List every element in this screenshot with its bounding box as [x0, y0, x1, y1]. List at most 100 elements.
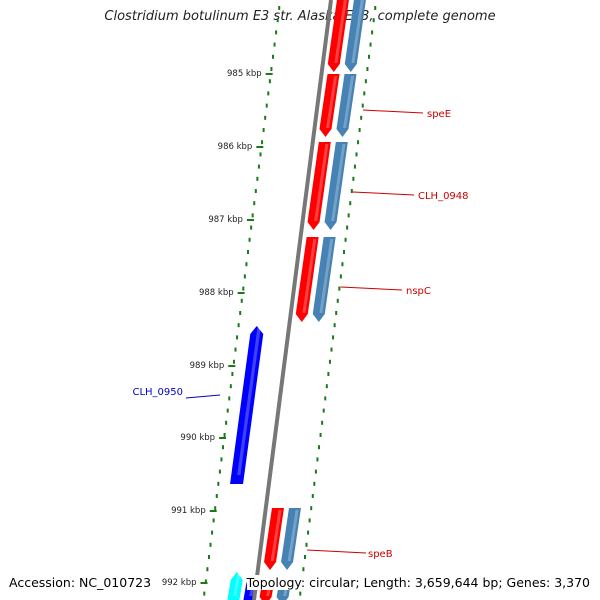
skew-dot-left	[271, 54, 274, 59]
skew-dot-left	[212, 518, 215, 523]
gene-label-leader	[352, 191, 415, 196]
skew-dot-left	[215, 494, 218, 498]
skew-dot-right	[308, 518, 311, 523]
tick-mark	[246, 219, 254, 221]
skew-dot-left	[259, 152, 262, 157]
forward-cds-arrow	[264, 508, 284, 570]
skew-dot-right	[328, 359, 331, 364]
forward-gene-arrow	[344, 0, 366, 72]
skew-dot-left	[262, 128, 265, 132]
skew-dot-right	[335, 311, 338, 315]
gene-labels: speE CLH_0948 nspC CLH_0950 speB	[132, 109, 468, 560]
forward-cds-arrow	[319, 74, 340, 137]
tick-mark	[200, 582, 208, 584]
skew-dot-left	[222, 445, 225, 450]
tick-label: 987 kbp	[208, 215, 243, 225]
skew-dot-left	[204, 579, 207, 584]
map-title: Clostridium botulinum E3 str. Alaska E43…	[104, 9, 496, 24]
tick-mark	[228, 365, 236, 367]
skew-dot-right	[332, 335, 335, 340]
skew-dot-left	[242, 286, 245, 291]
gene-label-leader	[362, 109, 424, 114]
skew-dot-left	[234, 347, 237, 352]
skew-dot-left	[275, 30, 278, 35]
skew-dot-left	[239, 311, 242, 315]
skew-dot-right	[299, 591, 302, 596]
skew-dot-right	[311, 494, 314, 498]
gene-label-clh_0948: CLH_0948	[418, 191, 469, 202]
skew-dot-left	[245, 262, 248, 267]
skew-dot-left	[256, 176, 259, 181]
skew-dot-left	[240, 298, 243, 303]
skew-dot-left	[218, 469, 221, 474]
forward-gene-arrow	[281, 508, 301, 570]
skew-dot-left	[273, 42, 276, 47]
skew-dot-left	[261, 140, 264, 145]
skew-dot-right	[341, 262, 344, 267]
skew-dot-left	[203, 591, 206, 596]
forward-gene-arrow-shade	[331, 144, 346, 221]
skew-dot-left	[228, 396, 231, 401]
accession-text: Accession: NC_010723	[9, 575, 152, 590]
skew-dot-right	[316, 457, 319, 462]
skew-dot-right	[330, 347, 333, 352]
forward-cds-arrow-shade	[302, 239, 317, 313]
skew-dot-left	[211, 530, 214, 535]
forward-cds-arrow-shade	[334, 0, 347, 63]
forward-cds-arrow-shade	[270, 510, 282, 561]
skew-dot-left	[226, 408, 229, 413]
tick-mark	[237, 292, 245, 294]
forward-gene-arrow-shade	[287, 510, 299, 561]
tick-label: 989 kbp	[190, 361, 225, 371]
skew-dot-right	[363, 91, 366, 96]
reverse-cds-arrow	[230, 326, 264, 484]
tick-marks: 985 kbp 986 kbp 987 kbp 988 kbp 989 kbp 990 k…	[162, 69, 273, 588]
skew-dot-right	[322, 408, 325, 413]
gene-label-leader	[307, 549, 367, 554]
skew-dot-right	[339, 274, 342, 279]
skew-dot-left	[206, 567, 209, 572]
skew-dot-left	[250, 225, 253, 230]
skew-dot-right	[346, 225, 349, 230]
skew-dot-right	[336, 298, 339, 303]
skew-dot-left	[264, 115, 267, 120]
forward-cds-arrow	[295, 237, 319, 322]
skew-dot-right	[374, 6, 377, 10]
skew-dot-right	[371, 30, 374, 35]
reverse-cds-arrow-shade	[237, 328, 261, 475]
skew-dot-right	[372, 18, 375, 23]
skew-dot-right	[364, 79, 367, 84]
skew-dot-right	[347, 213, 350, 218]
skew-dot-right	[333, 323, 336, 328]
skew-dot-left	[243, 274, 246, 279]
skew-dot-right	[310, 506, 313, 511]
tick-mark	[209, 510, 217, 512]
skew-dot-right	[338, 286, 341, 291]
gene-label-leader	[185, 394, 221, 399]
tick-label: 992 kbp	[162, 578, 197, 588]
skew-dot-right	[325, 384, 328, 389]
tick-label: 985 kbp	[227, 69, 262, 79]
gene-track	[227, 0, 366, 600]
forward-gene-arrow	[336, 74, 357, 137]
skew-dot-left	[251, 213, 254, 218]
gene-label-nspc: nspC	[406, 286, 431, 297]
skew-dot-left	[276, 18, 279, 23]
skew-dot-left	[217, 481, 220, 486]
skew-dot-left	[223, 433, 226, 437]
skew-dot-right	[319, 433, 322, 437]
skew-dot-left	[268, 79, 271, 84]
gc-skew-dots	[203, 6, 377, 596]
skew-dot-right	[313, 481, 316, 486]
skew-dot-right	[352, 176, 355, 181]
gene-label-spee: speE	[427, 109, 451, 120]
genome-backbone	[252, 0, 333, 600]
skew-dot-right	[367, 54, 370, 59]
skew-dot-left	[225, 420, 228, 425]
skew-dot-right	[353, 164, 356, 169]
skew-dot-right	[314, 469, 317, 474]
skew-dot-right	[357, 140, 360, 145]
forward-gene-arrow	[312, 237, 336, 322]
